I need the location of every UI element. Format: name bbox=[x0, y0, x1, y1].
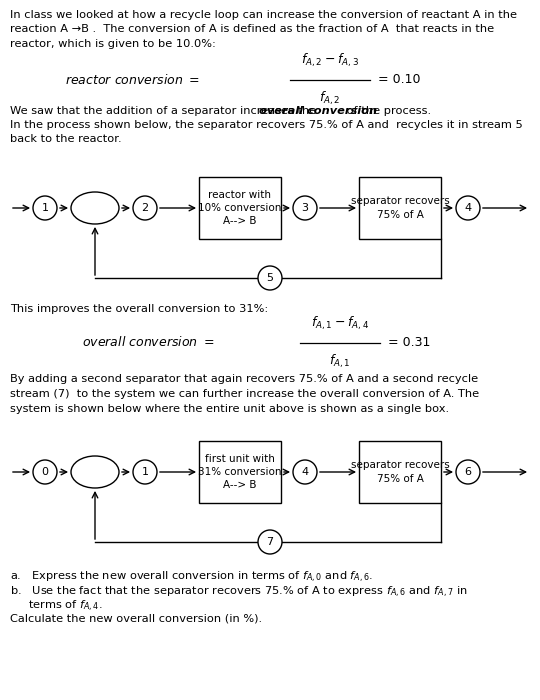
Text: $f_{A,1}$: $f_{A,1}$ bbox=[329, 353, 351, 370]
Ellipse shape bbox=[71, 456, 119, 488]
Text: 7: 7 bbox=[266, 537, 274, 547]
Text: = 0.31: = 0.31 bbox=[388, 336, 430, 349]
Circle shape bbox=[293, 460, 317, 484]
Text: 3: 3 bbox=[301, 203, 308, 213]
Text: 6: 6 bbox=[464, 467, 471, 477]
Text: 5: 5 bbox=[267, 273, 273, 283]
Text: separator recovers
75% of A: separator recovers 75% of A bbox=[350, 461, 449, 484]
Circle shape bbox=[133, 196, 157, 220]
Text: $f_{A,1}-f_{A,4}$: $f_{A,1}-f_{A,4}$ bbox=[311, 315, 369, 332]
Text: 2: 2 bbox=[141, 203, 149, 213]
Text: b.   Use the fact that the separator recovers 75.% of A to express $f_{A,6}$ and: b. Use the fact that the separator recov… bbox=[10, 584, 468, 600]
Circle shape bbox=[456, 460, 480, 484]
Text: In the process shown below, the separator recovers 75.% of A and  recycles it in: In the process shown below, the separato… bbox=[10, 120, 523, 130]
Text: This improves the overall conversion to 31%:: This improves the overall conversion to … bbox=[10, 304, 268, 314]
Text: 1: 1 bbox=[42, 203, 49, 213]
Text: $\it{reactor\ conversion}\ =$: $\it{reactor\ conversion}\ =$ bbox=[65, 73, 200, 87]
Text: reaction A →B .  The conversion of A is defined as the fraction of A  that react: reaction A →B . The conversion of A is d… bbox=[10, 25, 494, 34]
Text: In class we looked at how a recycle loop can increase the conversion of reactant: In class we looked at how a recycle loop… bbox=[10, 10, 517, 20]
Text: Calculate the new overall conversion (in %).: Calculate the new overall conversion (in… bbox=[10, 613, 262, 624]
Text: overall conversion: overall conversion bbox=[260, 106, 377, 116]
FancyBboxPatch shape bbox=[359, 177, 441, 239]
Text: first unit with
31% conversion
A--> B: first unit with 31% conversion A--> B bbox=[198, 454, 282, 490]
Text: 1: 1 bbox=[141, 467, 149, 477]
Text: stream (7)  to the system we can further increase the overall conversion of A. T: stream (7) to the system we can further … bbox=[10, 389, 479, 399]
Text: = 0.10: = 0.10 bbox=[378, 73, 421, 86]
Circle shape bbox=[258, 530, 282, 554]
Ellipse shape bbox=[71, 192, 119, 224]
FancyBboxPatch shape bbox=[359, 441, 441, 503]
Text: 4: 4 bbox=[464, 203, 471, 213]
Circle shape bbox=[258, 266, 282, 290]
FancyBboxPatch shape bbox=[199, 441, 281, 503]
Text: back to the reactor.: back to the reactor. bbox=[10, 134, 122, 144]
Text: $\it{overall\ conversion}\ =$: $\it{overall\ conversion}\ =$ bbox=[83, 335, 215, 349]
Text: separator recovers
75% of A: separator recovers 75% of A bbox=[350, 197, 449, 220]
Text: of the process.: of the process. bbox=[343, 106, 431, 116]
Circle shape bbox=[33, 196, 57, 220]
Text: $f_{A,2}-f_{A,3}$: $f_{A,2}-f_{A,3}$ bbox=[301, 52, 359, 69]
Text: a.   Express the new overall conversion in terms of $f_{A,0}$ and $f_{A,6}$.: a. Express the new overall conversion in… bbox=[10, 570, 373, 585]
Circle shape bbox=[33, 460, 57, 484]
Circle shape bbox=[293, 196, 317, 220]
Text: 0: 0 bbox=[42, 467, 49, 477]
Circle shape bbox=[456, 196, 480, 220]
Text: We saw that the addition of a separator increases the: We saw that the addition of a separator … bbox=[10, 106, 320, 116]
Text: $f_{A,2}$: $f_{A,2}$ bbox=[319, 90, 341, 107]
Text: terms of $f_{A,4}$.: terms of $f_{A,4}$. bbox=[10, 599, 103, 614]
Text: system is shown below where the entire unit above is shown as a single box.: system is shown below where the entire u… bbox=[10, 403, 449, 414]
Text: 4: 4 bbox=[301, 467, 308, 477]
FancyBboxPatch shape bbox=[199, 177, 281, 239]
Circle shape bbox=[133, 460, 157, 484]
Text: reactor, which is given to be 10.0%:: reactor, which is given to be 10.0%: bbox=[10, 39, 216, 49]
Text: reactor with
10% conversion
A--> B: reactor with 10% conversion A--> B bbox=[198, 190, 282, 226]
Text: By adding a second separator that again recovers 75.% of A and a second recycle: By adding a second separator that again … bbox=[10, 374, 478, 384]
